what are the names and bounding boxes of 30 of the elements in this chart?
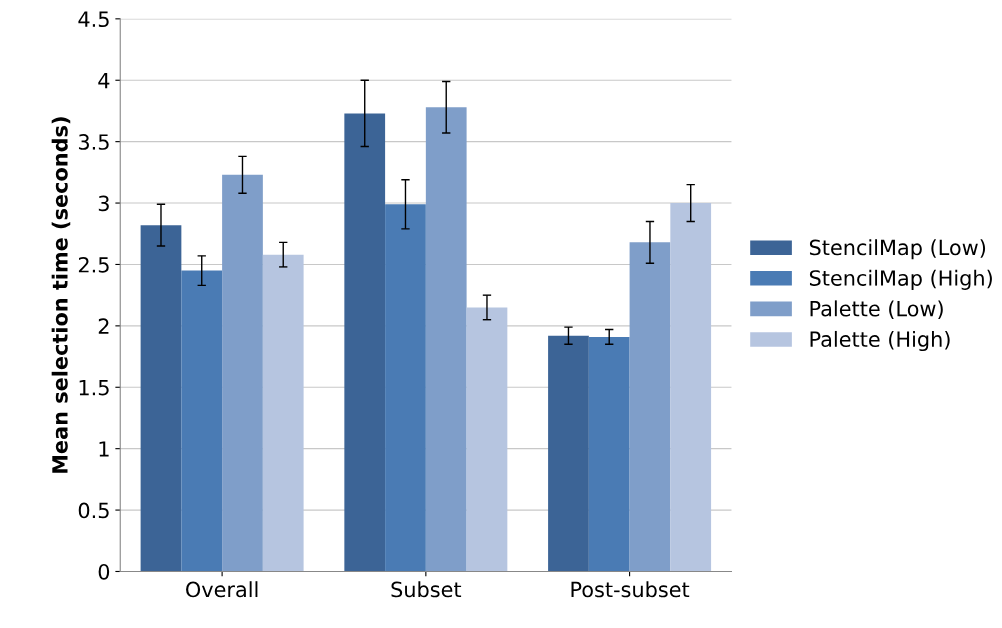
bar bbox=[140, 225, 182, 572]
bar bbox=[548, 335, 589, 572]
legend-label: Palette (High) bbox=[810, 330, 950, 352]
bar bbox=[344, 113, 386, 572]
bar bbox=[262, 254, 304, 572]
bar bbox=[425, 107, 467, 572]
y-tick-label: 1 bbox=[99, 441, 109, 457]
y-tick-label: 3 bbox=[98, 195, 109, 212]
bar bbox=[629, 242, 671, 572]
x-tick-label: Subset bbox=[391, 581, 462, 598]
bar bbox=[385, 204, 426, 572]
y-tick-label: 2.5 bbox=[78, 256, 109, 273]
bar bbox=[588, 336, 630, 572]
bar bbox=[466, 307, 508, 572]
y-tick-label: 1.5 bbox=[79, 379, 109, 396]
y-tick-label: 0.5 bbox=[78, 502, 109, 519]
legend-label: StencilMap (High) bbox=[809, 269, 992, 290]
y-tick-label: 2 bbox=[98, 318, 109, 334]
legend-label: StencilMap (Low) bbox=[809, 239, 986, 260]
x-tick-label: Overall bbox=[186, 581, 258, 598]
bar bbox=[222, 174, 263, 572]
y-tick-label: 3.5 bbox=[78, 134, 109, 150]
y-axis-title: Mean selection time (seconds) bbox=[51, 117, 71, 473]
x-tick-label: Post-subset bbox=[571, 581, 690, 598]
y-tick-label: 0 bbox=[98, 563, 110, 580]
y-tick-label: 4 bbox=[98, 72, 110, 89]
bar bbox=[181, 270, 223, 572]
legend-label: Palette (Low) bbox=[810, 300, 943, 319]
y-tick-label: 4.5 bbox=[78, 11, 109, 28]
bar bbox=[670, 203, 712, 572]
